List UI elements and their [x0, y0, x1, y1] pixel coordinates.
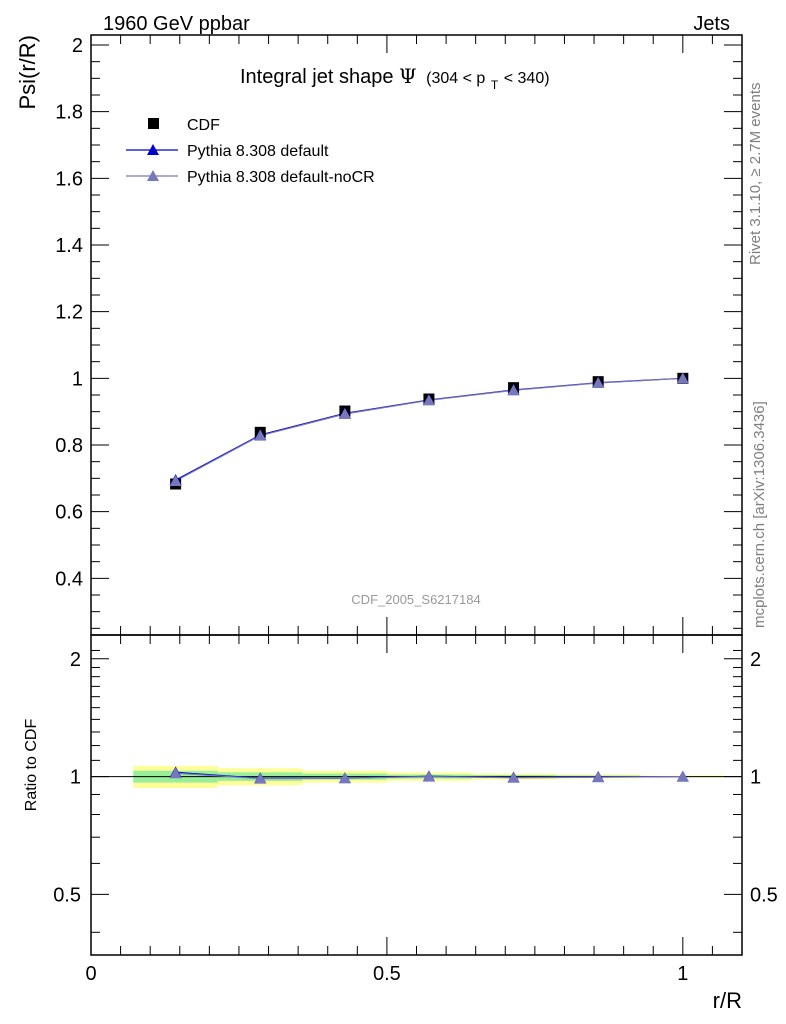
chart-title-range-subscript: T: [491, 78, 499, 92]
ratio-data-point-1: [676, 770, 689, 782]
main-y-axis-label: Psi(r/R): [15, 35, 40, 110]
ratio-data-point-1: [592, 771, 605, 783]
mc-data-point-2: [169, 475, 182, 486]
mc-data-point-2: [422, 394, 435, 406]
legend-item-pythia-default: Pythia 8.308 default: [126, 143, 329, 160]
x-tick-label: 0.5: [373, 963, 401, 985]
y-tick-label: 0.8: [55, 435, 83, 457]
ratio-data-point-1: [422, 770, 435, 782]
legend-marker-square: [148, 118, 159, 129]
mc-data-point-2: [254, 429, 267, 441]
ratio-y-tick-label-right: 2: [750, 649, 761, 671]
y-tick-label: 2: [72, 35, 83, 57]
x-tick-label: 0: [85, 963, 96, 985]
ratio-data-point-1: [254, 772, 267, 784]
ratio-data-point-1: [338, 772, 351, 784]
mc-data-point-2: [592, 377, 605, 388]
main-plot-panel: 0.4 0.6 0.8 1 1.2 1.4 1.6 1.8 2: [55, 34, 743, 636]
x-axis-label: r/R: [713, 988, 742, 1013]
legend-label-cdf: CDF: [187, 117, 220, 134]
ratio-data-point-1: [169, 767, 182, 779]
chart-title: Integral jet shape Ψ (304 < p T < 340): [240, 64, 550, 94]
x-tick-label: 1: [677, 963, 688, 985]
ratio-axis-ticks: 0.5 0.5 1 1 2 2 0 0.5 1: [53, 635, 778, 985]
mc-data-point-2: [338, 408, 351, 419]
header-right-label: Jets: [693, 13, 730, 35]
legend-label-pythia-default: Pythia 8.308 default: [187, 143, 329, 160]
rivet-version-label: Rivet 3.1.10, ≥ 2.7M events: [747, 83, 764, 266]
ratio-y-tick-label: 0.5: [53, 884, 81, 906]
analysis-watermark: CDF_2005_S6217184: [351, 592, 480, 607]
y-tick-label: 1.2: [55, 302, 83, 324]
header-left-label: 1960 GeV ppbar: [103, 13, 250, 35]
mcplots-reference-label: mcplots.cern.ch [arXiv:1306.3436]: [751, 401, 768, 628]
ratio-data-point-1: [507, 771, 520, 783]
chart-title-range-end: < 340): [504, 70, 550, 87]
ratio-y-tick-label: 1: [70, 767, 81, 789]
y-tick-label: 1.6: [55, 168, 83, 190]
y-tick-label: 1.4: [55, 235, 83, 257]
ratio-plot-panel: 0.5 0.5 1 1 2 2 0 0.5 1: [53, 634, 778, 985]
chart-title-symbol: Ψ: [399, 64, 417, 88]
legend: CDF Pythia 8.308 default Pythia 8.308 de…: [126, 117, 375, 186]
main-plot-series: [169, 372, 689, 490]
ratio-y-tick-label-right: 0.5: [750, 884, 778, 906]
legend-label-pythia-nocr: Pythia 8.308 default-noCR: [187, 169, 375, 186]
mc-data-point-2: [507, 384, 520, 396]
legend-marker-triangle-default: [147, 144, 159, 155]
legend-item-pythia-nocr: Pythia 8.308 default-noCR: [126, 169, 375, 186]
chart-title-main: Integral jet shape: [240, 66, 393, 88]
ratio-y-tick-label: 2: [70, 649, 81, 671]
y-tick-label: 1: [72, 368, 83, 390]
ratio-plot-frame: [90, 634, 743, 956]
legend-marker-triangle-nocr: [147, 170, 159, 181]
y-tick-label: 0.4: [55, 568, 83, 590]
y-tick-label: 1.8: [55, 102, 83, 124]
ratio-plot-series: [169, 766, 689, 784]
ratio-y-axis-label: Ratio to CDF: [23, 719, 40, 812]
y-tick-label: 0.6: [55, 502, 83, 524]
chart-title-range: (304 < p: [426, 70, 485, 87]
legend-item-cdf: CDF: [148, 117, 220, 134]
mc-data-point-2: [676, 372, 689, 384]
main-axis-ticks: 0.4 0.6 0.8 1 1.2 1.4 1.6 1.8 2: [55, 35, 743, 635]
ratio-y-tick-label-right: 1: [750, 767, 761, 789]
